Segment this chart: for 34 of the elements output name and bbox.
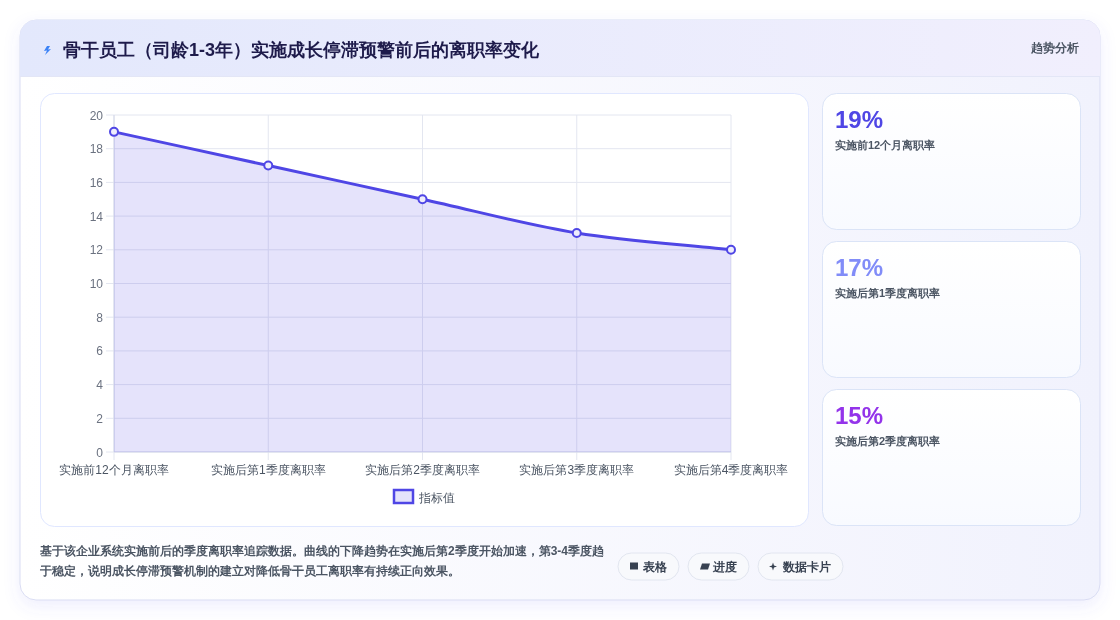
text: 趋势分析 xyxy=(1030,41,1079,55)
x-tick-label: 实施前12个月离职率 xyxy=(59,463,169,477)
text: 表格 xyxy=(642,560,668,574)
x-tick-label: 实施后第2季度离职率 xyxy=(365,463,480,477)
y-tick-label: 4 xyxy=(96,378,104,393)
y-tick-label: 16 xyxy=(89,175,104,190)
x-tick-label: 实施后第4季度离职率 xyxy=(673,463,789,477)
point xyxy=(417,194,428,205)
y-tick-label: 0 xyxy=(96,445,104,460)
point xyxy=(263,160,274,171)
y-tick-label: 12 xyxy=(89,243,104,258)
text: 15% xyxy=(835,402,884,429)
chart-title: 骨干员工（司龄1-3年）实施成长停滞预警前后的离职率变化 xyxy=(63,40,541,60)
y-tick-label: 14 xyxy=(89,209,104,224)
point xyxy=(726,244,736,255)
text: 19% xyxy=(835,106,884,133)
y-tick-label: 20 xyxy=(89,108,104,123)
y-tick-label: 18 xyxy=(89,142,104,157)
y-tick-label: 2 xyxy=(96,411,104,426)
y-tick-label: 6 xyxy=(96,344,104,359)
text: 实施前12个月离职率 xyxy=(835,139,936,152)
text: 数据卡片 xyxy=(782,560,831,574)
text: 实施后第1季度离职率 xyxy=(835,287,941,300)
legend-label: 指标值 xyxy=(418,490,455,505)
text: 基于该企业系统实施前后的季度离职率追踪数据。曲线的下降趋势在实施后第2季度开始加速，第3-4季度趋于稳定，说明成长停滞预警机制的建立对降低骨干员工离职率有持续正向效果。 xyxy=(39,544,605,578)
text: 17% xyxy=(835,254,884,281)
y-tick-label: 10 xyxy=(89,277,104,291)
x-tick-label: 实施后第3季度离职率 xyxy=(519,463,635,477)
point xyxy=(109,126,119,137)
y-tick-label: 8 xyxy=(96,310,104,325)
x-tick-label: 实施后第1季度离职率 xyxy=(210,463,326,477)
text: 实施后第2季度离职率 xyxy=(835,435,941,448)
text: 进度 xyxy=(712,560,737,574)
point xyxy=(571,227,582,238)
